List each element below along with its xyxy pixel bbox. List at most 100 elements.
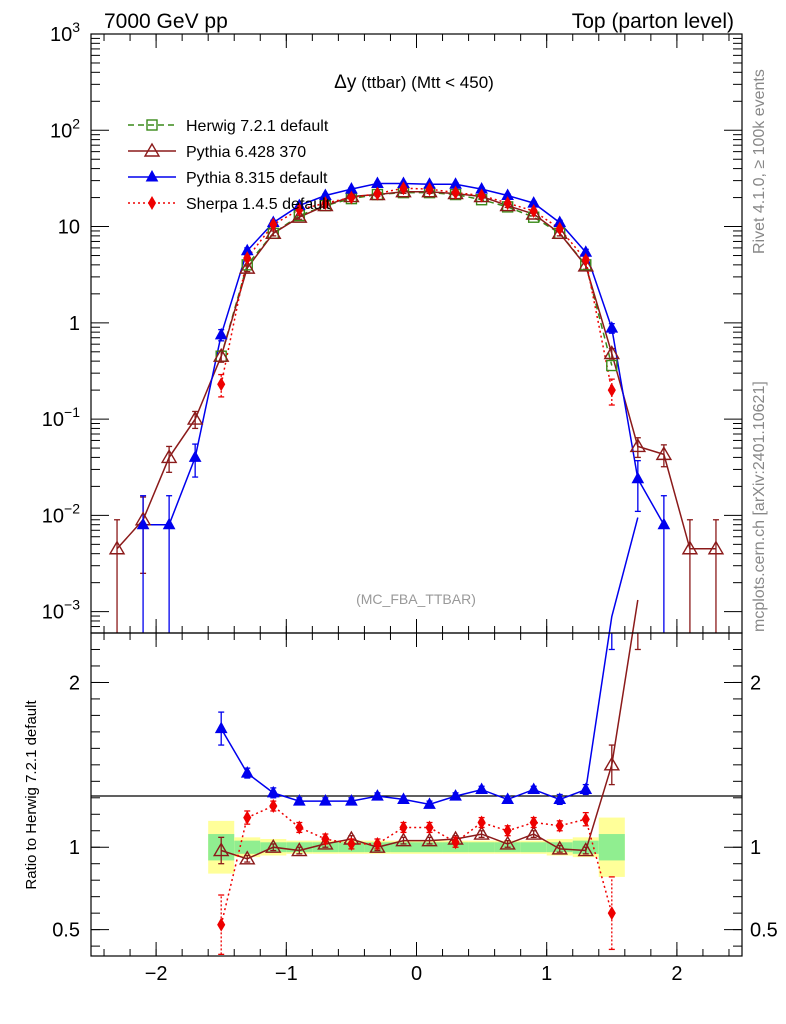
- ratio-pythia8-point: [423, 797, 436, 809]
- ratio-pythia6-point: [369, 838, 386, 853]
- header-right-title: Top (parton level): [572, 10, 734, 33]
- ratio-plot-frame: [90, 632, 743, 957]
- main-pythia6-point: [655, 445, 673, 461]
- ratio-pythia8-point: [214, 721, 228, 734]
- main-sherpa-point: [529, 204, 538, 219]
- main-pythia6-point: [212, 347, 230, 362]
- ratio-pythia8-point: [449, 789, 462, 801]
- ratio-pythia8-point: [579, 782, 593, 795]
- ratio-y-tick-label-right: 2: [750, 672, 761, 694]
- main-pythia8-point: [657, 517, 671, 530]
- main-sherpa-point: [347, 190, 356, 205]
- main-y-tick-label: 10−1: [42, 404, 80, 431]
- plot-title: Δy (ttbar) (Mtt < 450): [334, 72, 494, 93]
- main-pythia6-point: [186, 410, 204, 425]
- ratio-y-tick-label-right: 0.5: [750, 920, 778, 942]
- ratio-pythia6-point: [239, 850, 256, 865]
- plot-title-rest: (ttbar) (Mtt < 450): [356, 73, 493, 92]
- main-pythia8-point: [214, 327, 228, 340]
- ratio-y-tick-label-left: 1: [69, 837, 80, 859]
- ratio-plot-panel: −2 −1 0 1 2 0.5 0.5 1 1 2 2 Ratio to Herwig 7.2.1 …: [23, 517, 778, 985]
- ratio-pythia8-point: [345, 794, 358, 806]
- ratio-y-tick-label-right: 1: [750, 837, 761, 859]
- ratio-sherpa-point: [217, 917, 226, 932]
- x-tick-label: 0: [411, 963, 422, 985]
- ratio-inner-band: [390, 842, 417, 853]
- main-sherpa-point: [217, 377, 226, 392]
- main-sherpa-point: [295, 202, 304, 217]
- ratio-pythia8-point: [266, 785, 280, 798]
- legend-pythia8-label: Pythia 8.315 default: [186, 170, 328, 187]
- ratio-sherpa-point: [347, 836, 356, 851]
- main-pythia8-point: [188, 450, 202, 462]
- main-y-tick-label: 103: [50, 19, 80, 46]
- ratio-y-tick-label-left: 2: [69, 672, 80, 694]
- main-herwig-point: [606, 359, 618, 372]
- legend-herwig-marker: [146, 119, 158, 131]
- ratio-pythia8-point: [319, 794, 332, 806]
- x-tick-label: 1: [541, 963, 552, 985]
- main-plot-panel: 10−3 10−2 10−1 1 10 102 103 Δy (ttbar) (Mtt < …: [42, 19, 743, 634]
- main-y-tick-label: 1: [69, 313, 80, 335]
- main-pythia6-point: [707, 540, 725, 555]
- ratio-sherpa-point: [607, 906, 616, 921]
- main-sherpa-point: [269, 217, 278, 232]
- main-sherpa-point: [581, 252, 590, 267]
- main-pythia6-point: [525, 205, 542, 220]
- main-sherpa-point: [503, 196, 512, 211]
- ratio-pythia6-point: [499, 835, 516, 850]
- ratio-pythia6-line: [220, 599, 639, 860]
- main-sherpa-point: [451, 185, 460, 200]
- ratio-pythia6-point: [421, 832, 438, 847]
- ratio-sherpa-point: [243, 810, 252, 825]
- main-pythia6-point: [265, 224, 282, 240]
- ratio-pythia8-point: [292, 794, 306, 806]
- ratio-sherpa-point: [399, 820, 408, 835]
- ratio-sherpa-point: [451, 835, 460, 850]
- main-pythia8-point: [631, 471, 645, 484]
- ratio-pythia8-point: [527, 782, 541, 795]
- ratio-pythia8-line: [220, 517, 639, 806]
- main-pythia6-point: [395, 183, 412, 198]
- main-y-tick-label: 10: [58, 217, 80, 239]
- ratio-sherpa-point: [295, 820, 304, 835]
- x-tick-label: −1: [275, 963, 298, 985]
- ratio-pythia6-point: [551, 840, 568, 855]
- legend: Herwig 7.2.1 default Pythia 6.428 370 Pyth…: [128, 118, 331, 213]
- ratio-pythia6-point: [317, 835, 334, 850]
- main-pythia8-point: [605, 321, 619, 333]
- ratio-pythia6-point: [395, 832, 412, 847]
- ratio-pythia6-point: [265, 838, 282, 853]
- ratio-pythia6-point: [212, 842, 230, 857]
- main-sherpa-point: [607, 383, 616, 398]
- ratio-inner-band: [416, 842, 443, 853]
- ratio-pythia6-point: [577, 842, 594, 857]
- main-y-tick-label: 102: [50, 115, 80, 142]
- ratio-pythia6-point: [291, 842, 308, 857]
- header-left-title: 7000 GeV pp: [104, 10, 228, 33]
- x-tick-label: −2: [145, 963, 168, 985]
- legend-pythia6-label: Pythia 6.428 370: [186, 144, 306, 161]
- main-y-tick-label: 10−3: [42, 597, 80, 624]
- main-pythia6-line: [116, 190, 716, 550]
- main-pythia8-point: [371, 176, 384, 188]
- ratio-pythia8-point: [371, 789, 384, 801]
- legend-pythia6-marker: [143, 142, 161, 157]
- ratio-pythia8-point: [553, 792, 567, 804]
- ratio-sherpa-point: [373, 836, 382, 851]
- main-sherpa-point: [243, 251, 252, 266]
- ratio-inner-band: [234, 840, 261, 854]
- x-tick-label: 2: [671, 963, 682, 985]
- legend-herwig-label: Herwig 7.2.1 default: [186, 118, 329, 135]
- main-sherpa-point: [477, 188, 486, 203]
- main-pythia6-point: [108, 540, 126, 555]
- ratio-sherpa-point: [581, 812, 590, 827]
- main-sherpa-line: [220, 187, 613, 391]
- ratio-y-tick-label-left: 0.5: [52, 920, 80, 942]
- ratio-pythia6-point: [603, 756, 621, 771]
- ratio-y-axis-label: Ratio to Herwig 7.2.1 default: [23, 700, 40, 890]
- main-pythia6-point: [603, 345, 621, 360]
- main-pythia8-point: [162, 517, 176, 530]
- main-pythia6-point: [499, 197, 516, 212]
